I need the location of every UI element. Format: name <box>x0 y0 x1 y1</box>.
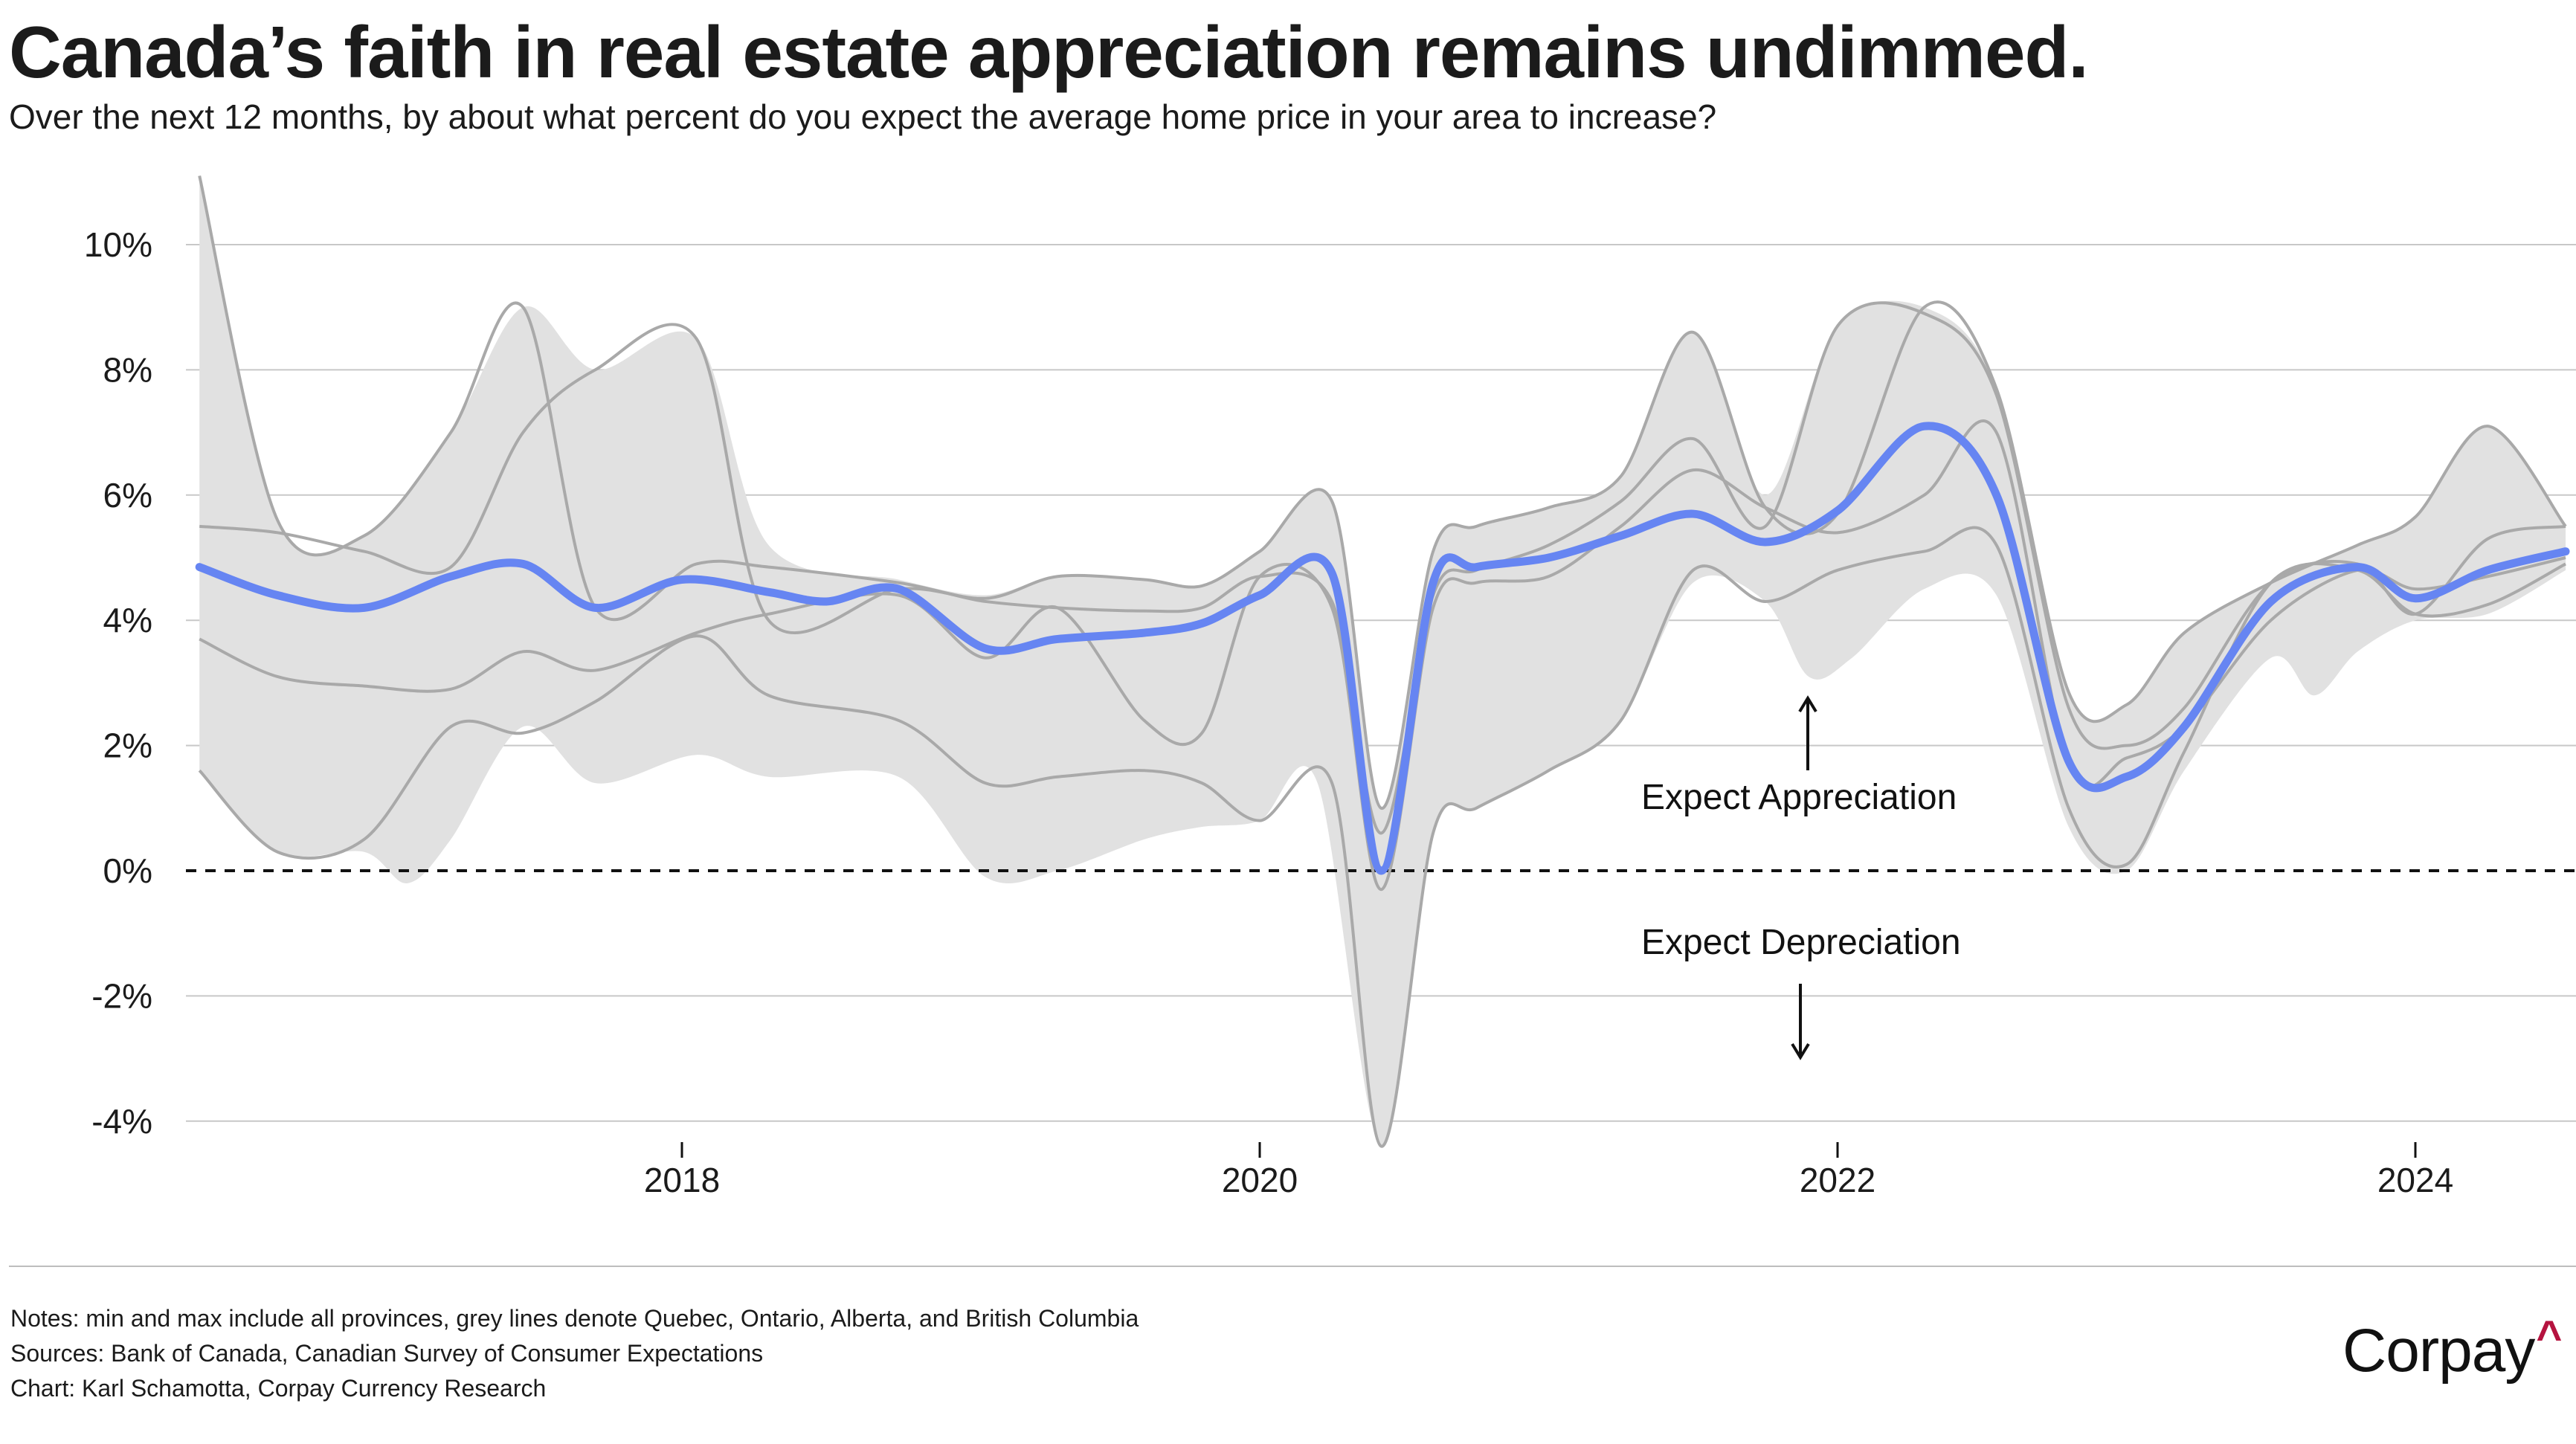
y-tick-label: 8% <box>103 350 152 389</box>
x-tick-label: 2020 <box>1222 1161 1298 1199</box>
x-tick-label: 2022 <box>1800 1161 1875 1199</box>
annotation-expect-depreciation: Expect Depreciation <box>1641 923 1961 962</box>
arrow-down-icon <box>1791 984 1810 1060</box>
province-line <box>198 526 2566 1148</box>
arrow-up-head <box>1798 695 1817 713</box>
notes-text: Notes: min and max include all provinces… <box>10 1305 1139 1332</box>
x-tick-label: 2018 <box>644 1161 720 1199</box>
logo-wordmark: Corpay <box>2342 1317 2535 1385</box>
chart-title: Canada’s faith in real estate appreciati… <box>9 11 2089 93</box>
x-axis: 2018 2020 2022 2024 <box>644 1142 2453 1199</box>
arrow-down-head <box>1791 1042 1810 1060</box>
y-tick-label: 4% <box>103 601 152 639</box>
footer-divider <box>9 1266 2576 1267</box>
y-tick-label: 6% <box>103 476 152 515</box>
y-tick-label: 2% <box>103 726 152 765</box>
credit-text: Chart: Karl Schamotta, Corpay Currency R… <box>10 1375 547 1402</box>
y-tick-label: -2% <box>91 976 152 1015</box>
footer-notes: Notes: min and max include all provinces… <box>10 1301 1139 1406</box>
x-tick-label: 2024 <box>2377 1161 2453 1199</box>
y-tick-label: 0% <box>103 851 152 890</box>
canada-mean-line <box>195 422 2570 875</box>
line-chart: -4% -2% 0% 2% 4% 6% 8% 10% 2018 2020 2022 2024 Exp… <box>84 175 2576 1199</box>
mean-line <box>195 422 2570 875</box>
logo-caret-icon: ^ <box>2536 1312 2562 1361</box>
y-axis: -4% -2% 0% 2% 4% 6% 8% 10% <box>84 225 152 1141</box>
province-line <box>198 175 2567 810</box>
arrow-up-icon <box>1798 695 1817 770</box>
min-max-band-area <box>199 175 2566 1147</box>
sources-text: Sources: Bank of Canada, Canadian Survey… <box>10 1340 764 1367</box>
y-tick-label: 10% <box>84 225 152 264</box>
annotations: Expect Appreciation Expect Depreciation <box>1641 695 1961 1060</box>
annotation-expect-appreciation: Expect Appreciation <box>1641 778 1957 817</box>
corpay-logo: Corpay^ <box>2342 1312 2562 1386</box>
chart-subtitle: Over the next 12 months, by about what p… <box>9 97 1717 136</box>
min-max-band <box>199 175 2566 1147</box>
y-tick-label: -4% <box>91 1102 152 1141</box>
